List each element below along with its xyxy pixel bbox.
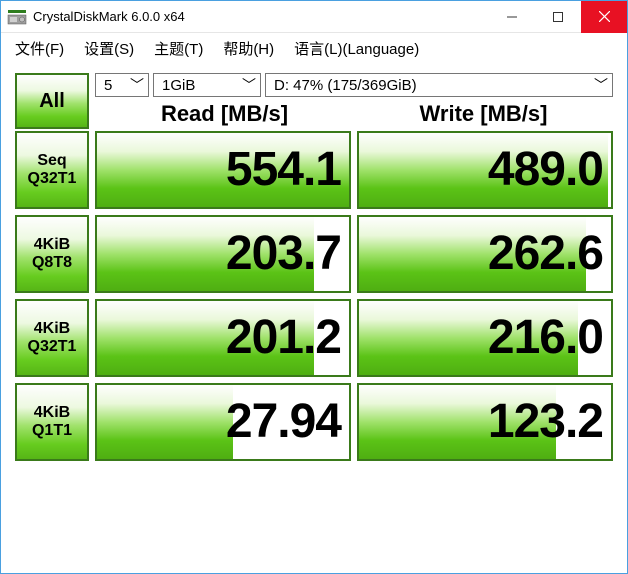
- selects-row: 5 ﹀ 1GiB ﹀ D: 47% (175/369GiB) ﹀: [95, 73, 613, 97]
- run-test-button[interactable]: 4KiBQ8T8: [15, 215, 89, 293]
- top-right: 5 ﹀ 1GiB ﹀ D: 47% (175/369GiB) ﹀ Read [M…: [95, 73, 613, 129]
- close-icon: [599, 11, 610, 22]
- header-write: Write [MB/s]: [354, 101, 613, 127]
- top-row: All 5 ﹀ 1GiB ﹀ D: 47% (175/369GiB) ﹀: [15, 73, 613, 129]
- results-rows: SeqQ32T1554.1489.04KiBQ8T8203.7262.64KiB…: [15, 131, 613, 559]
- test-label-line1: 4KiB: [34, 404, 70, 422]
- read-value-cell: 27.94: [95, 383, 351, 461]
- write-value: 262.6: [488, 230, 603, 278]
- run-test-button[interactable]: SeqQ32T1: [15, 131, 89, 209]
- app-icon: [7, 7, 27, 27]
- chevron-down-icon: ﹀: [594, 75, 608, 95]
- header-read: Read [MB/s]: [95, 101, 354, 127]
- read-value: 201.2: [226, 314, 341, 362]
- menu-language[interactable]: 语言(L)(Language): [284, 36, 429, 61]
- menu-theme[interactable]: 主题(T): [144, 36, 213, 61]
- iterations-value: 5: [104, 77, 112, 94]
- write-value: 216.0: [488, 314, 603, 362]
- result-row: 4KiBQ32T1 201.2 216.0: [15, 299, 613, 377]
- headers-row: Read [MB/s] Write [MB/s]: [95, 99, 613, 129]
- result-row: 4KiBQ8T8 203.7 262.6: [15, 215, 613, 293]
- window-title: CrystalDiskMark 6.0.0 x64: [33, 9, 185, 24]
- write-value-cell: 123.2: [357, 383, 613, 461]
- write-value: 123.2: [488, 398, 603, 446]
- bar-fill: [97, 385, 233, 459]
- menu-file[interactable]: 文件(F): [5, 36, 74, 61]
- maximize-icon: [553, 12, 563, 22]
- write-value-cell: 489.0: [357, 131, 613, 209]
- minimize-button[interactable]: [489, 1, 535, 33]
- test-label-line1: Seq: [37, 152, 66, 170]
- read-value: 27.94: [226, 398, 341, 446]
- iterations-select[interactable]: 5 ﹀: [95, 73, 149, 97]
- bar-rest: [608, 133, 611, 207]
- test-label-line2: Q32T1: [28, 338, 77, 356]
- test-label-line2: Q1T1: [32, 422, 72, 440]
- read-value: 203.7: [226, 230, 341, 278]
- run-test-button[interactable]: 4KiBQ1T1: [15, 383, 89, 461]
- maximize-button[interactable]: [535, 1, 581, 33]
- close-button[interactable]: [581, 1, 627, 33]
- content-area: All 5 ﹀ 1GiB ﹀ D: 47% (175/369GiB) ﹀: [1, 63, 627, 573]
- menubar: 文件(F) 设置(S) 主题(T) 帮助(H) 语言(L)(Language): [1, 33, 627, 63]
- result-row: SeqQ32T1 554.1 489.0: [15, 131, 613, 209]
- read-value-cell: 203.7: [95, 215, 351, 293]
- run-test-button[interactable]: 4KiBQ32T1: [15, 299, 89, 377]
- menu-help[interactable]: 帮助(H): [213, 36, 284, 61]
- run-all-label: All: [39, 90, 65, 113]
- test-label-line2: Q32T1: [28, 170, 77, 188]
- test-label-line1: 4KiB: [34, 320, 70, 338]
- menu-setup[interactable]: 设置(S): [74, 36, 144, 61]
- write-value-cell: 216.0: [357, 299, 613, 377]
- write-value: 489.0: [488, 146, 603, 194]
- app-window: CrystalDiskMark 6.0.0 x64 文件(F) 设置(S) 主题…: [0, 0, 628, 574]
- drive-value: D: 47% (175/369GiB): [274, 77, 417, 94]
- read-value-cell: 554.1: [95, 131, 351, 209]
- chevron-down-icon: ﹀: [242, 75, 256, 95]
- minimize-icon: [507, 12, 517, 22]
- run-all-button[interactable]: All: [15, 73, 89, 129]
- read-value: 554.1: [226, 146, 341, 194]
- drive-select[interactable]: D: 47% (175/369GiB) ﹀: [265, 73, 613, 97]
- read-value-cell: 201.2: [95, 299, 351, 377]
- test-label-line2: Q8T8: [32, 254, 72, 272]
- write-value-cell: 262.6: [357, 215, 613, 293]
- test-label-line1: 4KiB: [34, 236, 70, 254]
- chevron-down-icon: ﹀: [130, 75, 144, 95]
- result-row: 4KiBQ1T1 27.94 123.2: [15, 383, 613, 461]
- testsize-select[interactable]: 1GiB ﹀: [153, 73, 261, 97]
- titlebar: CrystalDiskMark 6.0.0 x64: [1, 1, 627, 33]
- testsize-value: 1GiB: [162, 77, 195, 94]
